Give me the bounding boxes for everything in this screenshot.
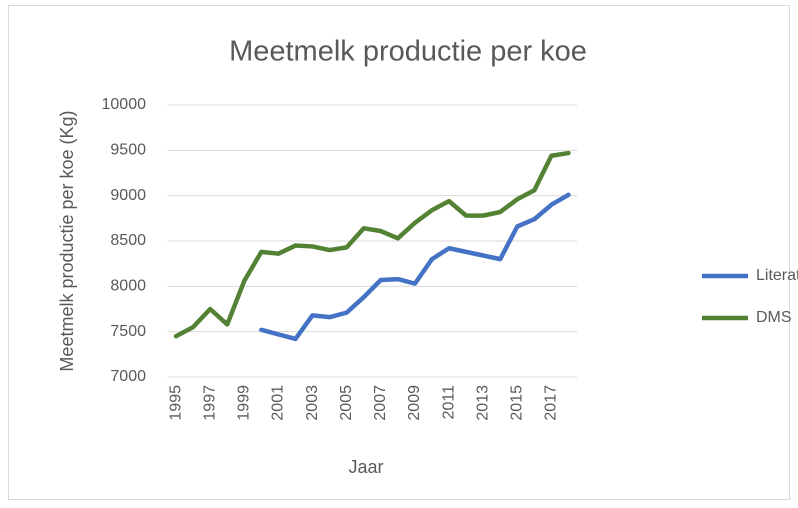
x-tick-label: 2005 — [338, 385, 355, 421]
y-tick-label: 7500 — [110, 323, 146, 340]
chart-title: Meetmelk productie per koe — [229, 36, 587, 68]
x-tick-label: 2001 — [270, 385, 287, 421]
y-tick-label: 8000 — [110, 278, 146, 295]
x-tick-label: 2017 — [543, 385, 560, 421]
data-line — [259, 192, 571, 342]
y-tick-label: 10000 — [102, 96, 147, 113]
x-axis-title: Jaar — [348, 457, 383, 477]
x-tick-label: 1999 — [236, 385, 253, 421]
y-tick-label: 7000 — [110, 368, 146, 385]
x-tick-label: 2013 — [474, 385, 491, 421]
y-tick-label: 8500 — [110, 232, 146, 249]
x-tick-label: 1997 — [201, 385, 218, 421]
y-tick-label: 9000 — [110, 187, 146, 204]
x-tick-label: 2007 — [372, 385, 389, 421]
chart-border — [8, 5, 790, 500]
x-tick-label: 1995 — [167, 385, 184, 421]
legend-label: Literatuur — [756, 267, 798, 284]
x-tick-label: 2003 — [304, 385, 321, 421]
y-tick-label: 9500 — [110, 142, 146, 159]
x-tick-label: 2009 — [406, 385, 423, 421]
x-tick-label: 2011 — [440, 385, 457, 420]
y-axis-title: Meetmelk productie per koe (Kg) — [57, 110, 77, 371]
data-line — [173, 150, 571, 339]
x-tick-label: 2015 — [509, 385, 526, 421]
legend-label: DMS — [756, 309, 792, 326]
